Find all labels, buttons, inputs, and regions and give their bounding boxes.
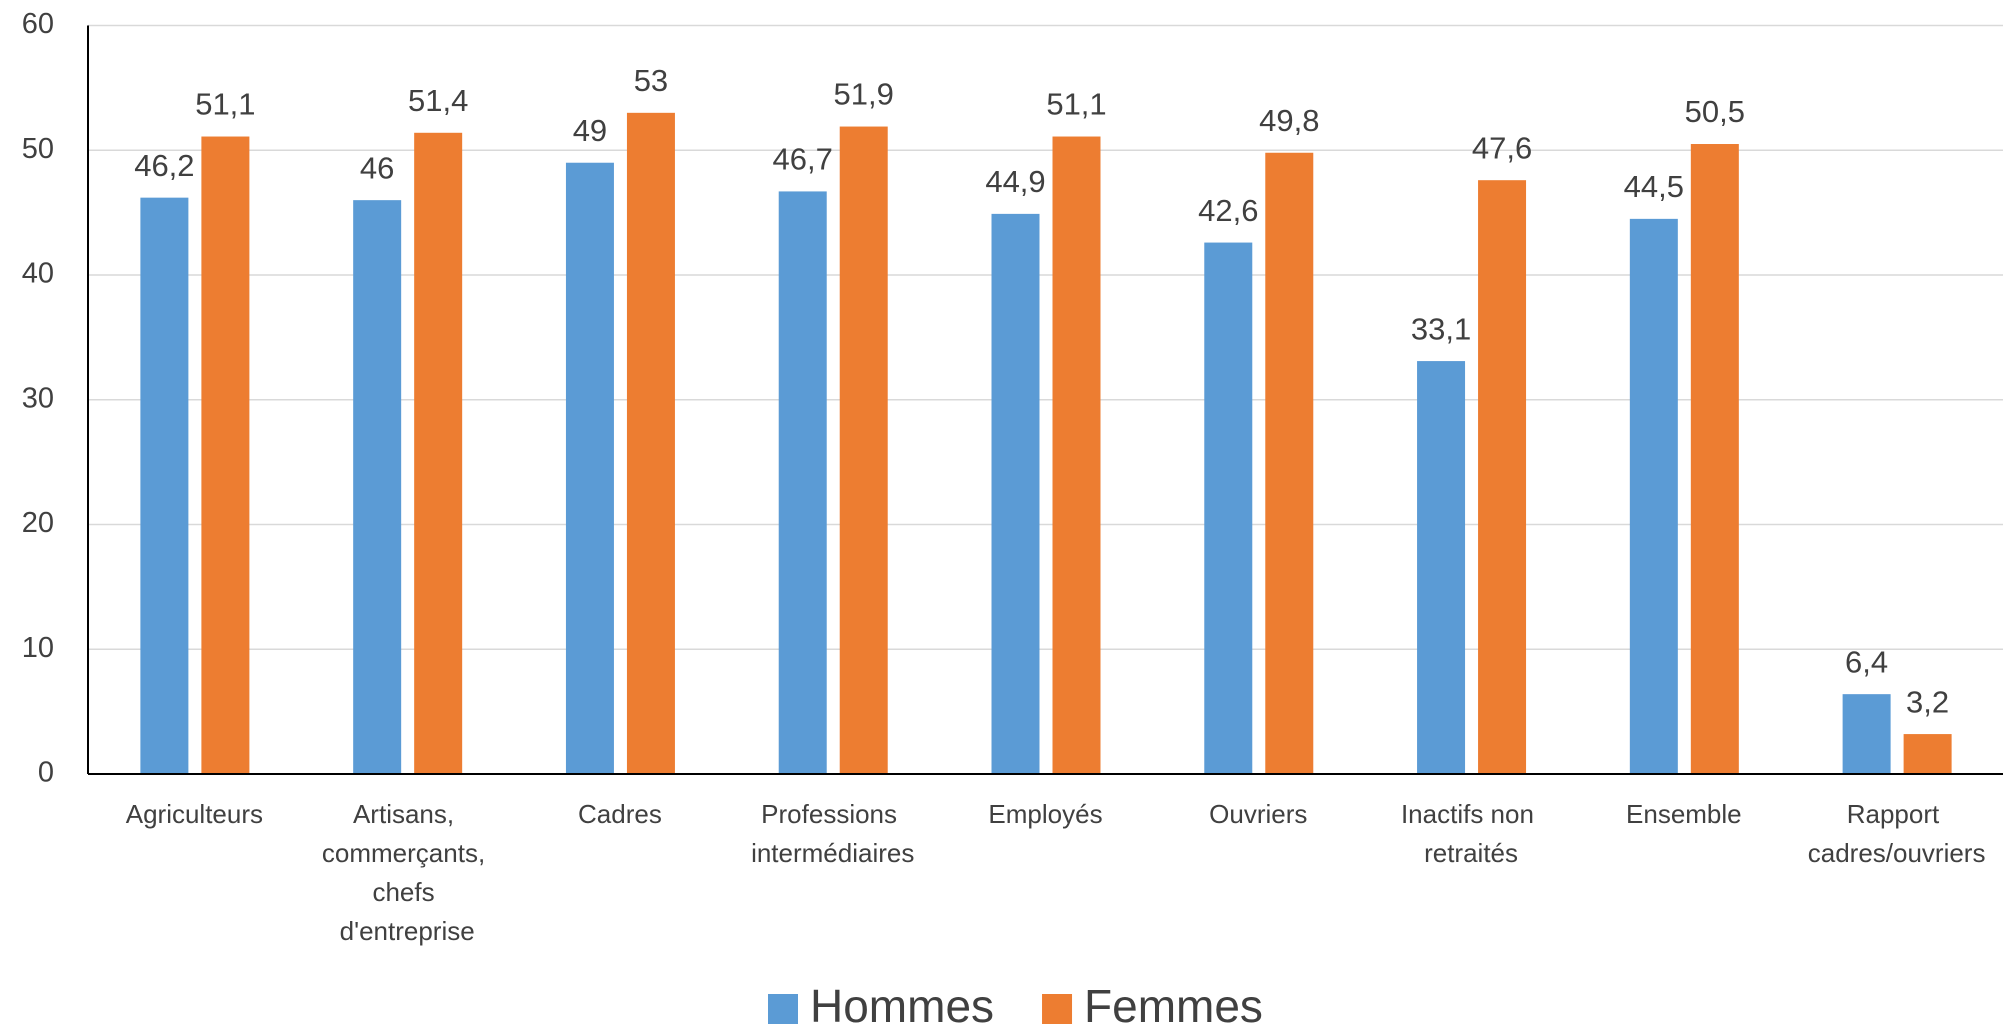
bar [201,136,250,775]
x-tick-label: Cadres [578,799,662,829]
data-label: 46 [360,150,394,185]
data-label: 46,7 [773,142,833,177]
data-label: 49 [573,113,607,148]
bar [565,162,614,775]
data-label: 53 [634,63,668,98]
bar [778,191,827,775]
y-tick-label: 40 [22,258,54,290]
bar [1417,361,1466,774]
bar [626,112,675,774]
x-tick-label: Ouvriers [1209,799,1307,829]
data-label: 33,1 [1411,311,1471,346]
bar [1842,694,1891,774]
bar [140,197,189,774]
x-tick-label: Ensemble [1626,799,1742,829]
data-label: 6,4 [1845,644,1888,679]
x-tick-label: Rapport cadres/ouvriers [1808,799,1986,868]
bar [1204,242,1253,774]
x-tick-label: Inactifs non retraités [1401,799,1541,868]
x-tick-label: Agriculteurs [126,799,263,829]
data-label: 51,1 [195,87,255,122]
data-label: 47,6 [1472,130,1532,165]
legend-swatch [768,994,798,1024]
x-tick-label: Employés [988,799,1102,829]
y-tick-label: 0 [38,757,54,789]
bar [1629,218,1678,775]
data-label: 44,9 [985,164,1045,199]
y-tick-label: 30 [22,382,54,414]
y-tick-label: 50 [22,133,54,165]
y-tick-label: 20 [22,507,54,539]
data-label: 51,4 [408,83,468,118]
data-label: 42,6 [1198,193,1258,228]
bar [991,213,1040,774]
bar [1265,152,1314,774]
legend-swatch [1042,994,1073,1024]
bar [1052,136,1101,775]
bar [1903,734,1952,774]
data-label: 46,2 [134,148,194,183]
data-label: 3,2 [1906,684,1949,719]
y-tick-label: 10 [22,632,54,664]
bar [839,126,888,775]
data-label: 50,5 [1685,94,1745,129]
legend-label: Hommes [810,980,994,1028]
bar [1690,144,1739,774]
x-tick-label: Artisans, commerçants, chefs d'entrepris… [322,799,493,946]
y-tick-label: 60 [22,8,54,40]
data-label: 51,9 [834,77,894,112]
bar [414,132,463,774]
data-label: 44,5 [1624,169,1684,204]
bar [353,200,402,774]
legend-label: Femmes [1084,980,1263,1028]
data-label: 51,1 [1046,87,1106,122]
x-tick-label: Professions intermédiaires [751,799,914,868]
data-label: 49,8 [1259,103,1319,138]
bar [1478,180,1527,774]
